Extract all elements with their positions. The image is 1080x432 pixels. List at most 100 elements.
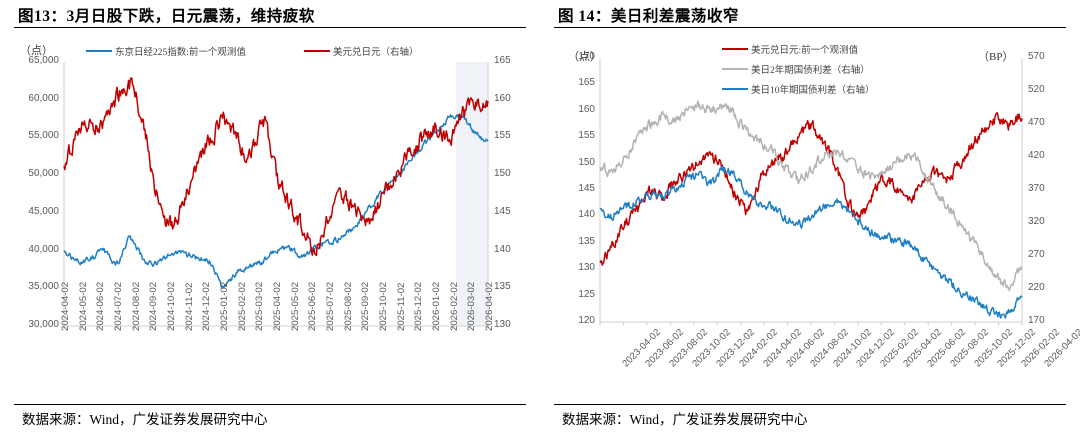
y2-axis-tick-label: 150 <box>494 168 511 180</box>
figure-14-title: 图 14：美日利差震荡收窄 <box>558 4 1066 26</box>
y-axis-tick-label: 155 <box>578 130 595 142</box>
x-axis-tick-label: 2025-09-02 <box>360 281 372 331</box>
y2-axis-tick-label: 520 <box>1028 84 1045 95</box>
figure-13-top-rule <box>14 27 526 28</box>
legend-swatch <box>722 67 748 71</box>
legend-swatch <box>86 49 112 53</box>
x-axis-tick-label: 2024-12-02 <box>201 281 213 331</box>
left-axis-unit: （点） <box>20 45 53 57</box>
legend-swatch <box>722 47 748 51</box>
series-line <box>63 113 489 289</box>
y2-axis-tick-label: 270 <box>1028 249 1045 260</box>
series-line <box>63 77 489 256</box>
y2-axis-tick-label: 140 <box>494 243 511 255</box>
chart-svg <box>63 62 489 329</box>
x-axis-tick-label: 2026-01-02 <box>431 281 442 331</box>
legend-item: 美元兑日元（右轴） <box>304 44 419 58</box>
figure-14-label: 图 14： <box>558 8 611 25</box>
y-axis-tick-label: 120 <box>578 315 595 326</box>
y-axis-tick-label: 165 <box>578 77 595 89</box>
panel-figure-14: 图 14：美日利差震荡收窄 数据来源：Wind，广发证券发展研究中心 120 12… <box>540 0 1080 432</box>
panel-figure-13: 图13：3月日股下跌，日元震荡，维持疲软 数据来源：Wind，广发证券发展研究中… <box>14 4 526 427</box>
legend-label: 美日2年期国债利差（右轴） <box>751 66 870 76</box>
figure-14-caption: 美日利差震荡收窄 <box>610 8 739 25</box>
y-axis-tick-label: 140 <box>578 209 595 221</box>
x-axis-tick-label: 2026-03-02 <box>466 281 478 331</box>
series-line <box>599 165 1023 319</box>
x-axis-tick-label: 2024-10-02 <box>166 281 177 331</box>
legend-item: 东京日经225指数:前一个观测值 <box>86 44 246 58</box>
left-axis-unit: （点） <box>568 51 601 63</box>
y-axis-tick-label: 145 <box>578 183 595 194</box>
figure-14-bottom-rule <box>554 404 1066 405</box>
series-line <box>599 111 1023 266</box>
x-axis-tick-label: 2025-10-02 <box>378 281 389 331</box>
figure-14-source: 数据来源：Wind，广发证券发展研究中心 <box>562 412 808 427</box>
y-axis-tick-label: 55,000 <box>28 130 59 142</box>
x-axis-tick-label: 2024-09-02 <box>148 281 160 331</box>
y2-axis-tick-label: 135 <box>494 281 511 293</box>
series-line <box>599 100 1023 292</box>
x-axis-tick-label: 2025-03-02 <box>254 281 266 331</box>
y-axis-tick-label: 130 <box>578 262 595 274</box>
y2-axis-tick-label: 420 <box>1028 150 1045 161</box>
y2-axis-tick-label: 160 <box>494 92 511 104</box>
y2-axis-tick-label: 470 <box>1028 117 1045 128</box>
y-axis-tick-label: 30,000 <box>28 319 59 330</box>
y-axis-tick-label: 35,000 <box>28 281 59 293</box>
chart-figure-13: 30,000 35,000 40,000 45,000 50,000 55,000 60,0… <box>14 28 526 404</box>
legend-item: 美元兑日元:前一个观测值 <box>722 42 858 56</box>
legend-swatch <box>722 87 748 91</box>
y-axis-tick-label: 125 <box>578 288 595 300</box>
x-axis-tick-label: 2025-02-02 <box>236 281 248 331</box>
figure-13-bottom-rule <box>14 404 526 405</box>
y2-axis-tick-label: 155 <box>494 130 511 142</box>
figure-13-title: 图13：3月日股下跌，日元震荡，维持疲软 <box>18 4 526 26</box>
y-axis-tick-label: 160 <box>578 103 595 115</box>
x-axis-tick-label: 2024-07-02 <box>113 281 124 331</box>
y-axis-tick-label: 60,000 <box>28 92 59 104</box>
chart-figure-14: 120 125 130 135 140 145 150 155 160 165 170 170 220 2… <box>554 28 1080 404</box>
figure-14-top-rule <box>554 27 1066 28</box>
y-axis-tick-label: 65,000 <box>28 55 59 66</box>
x-axis-tick-label: 2025-07-02 <box>325 281 336 331</box>
figure-13-source: 数据来源：Wind，广发证券发展研究中心 <box>22 412 268 427</box>
plot-frame <box>599 58 1023 323</box>
x-axis-tick-label: 2025-11-02 <box>395 282 407 331</box>
x-axis-tick-label: 2024-08-02 <box>130 281 142 331</box>
x-axis-tick-label: 2025-08-02 <box>342 281 354 331</box>
y-axis-tick-label: 170 <box>578 51 595 62</box>
y-axis-tick-label: 50,000 <box>28 168 59 180</box>
x-axis-tick-label: 2024-04-02 <box>60 281 71 331</box>
x-axis-tick-label: 2024-06-02 <box>95 281 107 331</box>
y2-axis-tick-label: 370 <box>1028 183 1045 194</box>
x-axis-tick-label: 2026-02-02 <box>448 281 460 331</box>
legend-label: 东京日经225指数:前一个观测值 <box>115 48 246 58</box>
x-axis-tick-label: 2025-05-02 <box>289 281 301 331</box>
y-axis-tick-label: 150 <box>578 156 595 168</box>
legend-label: 美元兑日元:前一个观测值 <box>751 46 859 56</box>
y2-axis-tick-label: 165 <box>494 55 511 66</box>
y-axis-tick-label: 135 <box>578 235 595 247</box>
x-axis-tick-label: 2024-11-02 <box>183 282 195 331</box>
y2-axis-tick-label: 170 <box>1028 315 1045 326</box>
x-axis-tick-label: 2024-05-02 <box>77 281 89 331</box>
x-axis-tick-label: 2025-06-02 <box>307 281 319 331</box>
legend-label: 美日10年期国债利差（右轴） <box>751 86 875 96</box>
x-axis-tick-label: 2025-04-02 <box>272 281 283 331</box>
y2-axis-tick-label: 130 <box>494 319 511 330</box>
figure-13-caption: 3月日股下跌，日元震荡，维持疲软 <box>66 8 315 25</box>
y2-axis-tick-label: 570 <box>1028 51 1045 62</box>
y2-axis-tick-label: 220 <box>1028 282 1045 293</box>
right-axis-unit: （BP） <box>978 51 1014 63</box>
legend-swatch <box>304 49 330 53</box>
x-axis-tick-label: 2026-04-02 <box>484 281 495 331</box>
y2-axis-tick-label: 320 <box>1028 216 1045 227</box>
y2-axis-tick-label: 145 <box>494 205 511 217</box>
figure-13-label: 图13： <box>18 8 67 25</box>
legend-item: 美日2年期国债利差（右轴） <box>722 62 870 76</box>
legend-label: 美元兑日元（右轴） <box>333 48 419 58</box>
legend-item: 美日10年期国债利差（右轴） <box>722 82 875 96</box>
y-axis-tick-label: 45,000 <box>28 205 59 217</box>
